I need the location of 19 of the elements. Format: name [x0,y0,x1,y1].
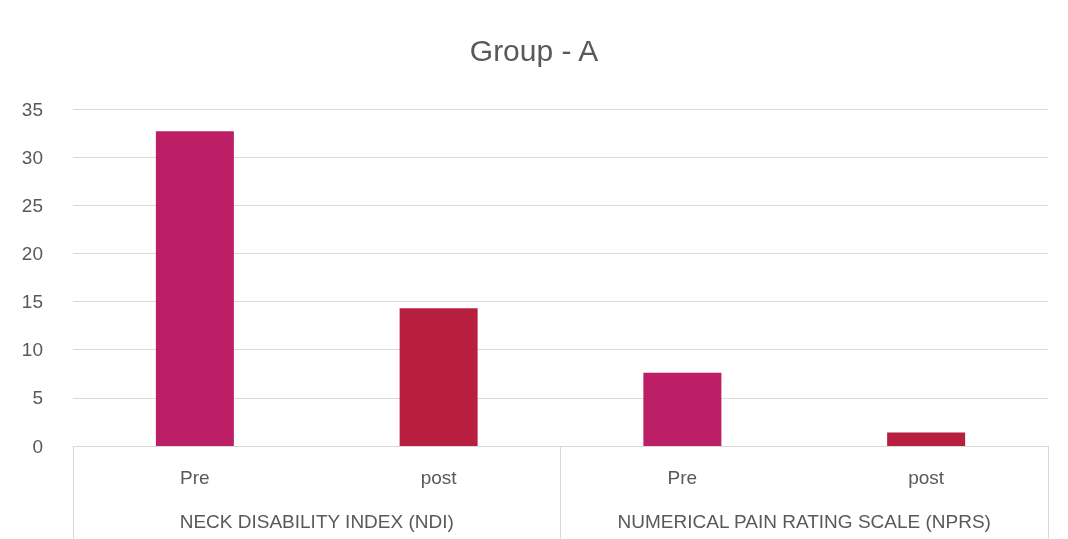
x-tick-label: post [420,467,458,488]
y-tick-label: 0 [32,435,43,457]
y-tick-label: 5 [32,387,43,409]
bar [399,308,478,446]
text: NUMERICAL PAIN RATING SCALE (NPRS) [617,511,991,532]
y-tick-label: 25 [21,194,43,216]
bar [155,131,234,446]
y-tick-label: 20 [21,242,43,264]
x-tick-label: Pre [667,467,698,488]
y-tick-label: 10 [21,339,43,361]
y-tick-label: 30 [21,146,43,168]
bar [887,432,966,446]
x-tick-label: post [908,467,945,488]
chart-title: Group - A [469,33,599,67]
x-tick-label: Pre [180,467,210,488]
text: NECK DISABILITY INDEX (NDI) [179,511,454,532]
bar [643,372,722,446]
y-tick-label: 15 [21,291,43,313]
y-tick-label: 35 [21,98,43,120]
